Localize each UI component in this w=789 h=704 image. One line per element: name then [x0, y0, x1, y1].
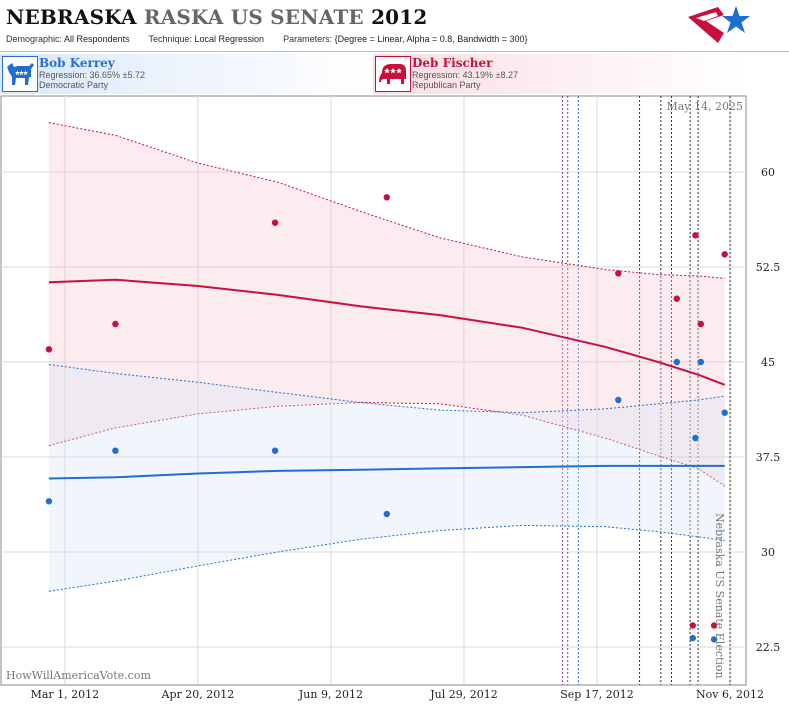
- watermark: HowWillAmericaVote.com: [6, 669, 151, 682]
- poll-points: [45, 194, 728, 643]
- lower-bound-line: [48, 401, 725, 487]
- poll-point: [697, 320, 704, 328]
- x-tick-label: Nov 6, 2012: [696, 688, 764, 701]
- x-tick-label: Mar 1, 2012: [31, 688, 100, 701]
- confidence-bands: [48, 122, 725, 592]
- regression-lines: [48, 278, 726, 480]
- poll-point: [673, 295, 680, 302]
- poll-point: [271, 447, 279, 454]
- title-state: NEBRASKA: [6, 5, 137, 29]
- demographic-value: All Respondents: [64, 34, 130, 44]
- candidate-party: Republican Party: [412, 80, 481, 90]
- poll-point: [673, 358, 680, 366]
- plot-frame: [0, 95, 747, 686]
- poll-point: [45, 498, 53, 505]
- site-logo[interactable]: [684, 3, 756, 49]
- elephant-icon: [375, 56, 411, 92]
- election-label: Nebraska US Senate Election: [713, 513, 726, 679]
- poll-point: [697, 358, 704, 366]
- logo-white-stripe: [696, 12, 718, 21]
- y-tick-label: 37.5: [756, 451, 781, 464]
- demographic-label: Demographic:: [6, 34, 63, 44]
- candidate-card-kerrey[interactable]: Bob Kerrey Regression: 36.65% ±5.72 Demo…: [0, 54, 370, 94]
- x-tick-label: Sep 17, 2012: [560, 688, 634, 701]
- poll-point: [615, 270, 622, 277]
- y-tick-label: 30: [761, 546, 775, 559]
- poll-point: [721, 409, 728, 416]
- parameters-label: Parameters:: [283, 34, 333, 44]
- poll-point: [689, 622, 696, 629]
- candidate-regression: Regression: 36.65% ±5.72: [39, 70, 146, 80]
- y-tick-label: 45: [761, 356, 775, 369]
- poll-point: [45, 346, 53, 353]
- candidate-regression: Regression: 43.19% ±8.27: [412, 70, 519, 80]
- poll-chart: 22.5 30 37.5 45 52.5 60 Mar 1, 2012 Apr 20, 20…: [0, 95, 781, 701]
- page-title: NEBRASKA RASKA US SENATE 2012: [6, 5, 428, 29]
- poll-point: [271, 219, 279, 226]
- parameters-line: Demographic: All Respondents Technique: …: [6, 34, 528, 44]
- technique-value: Local Regression: [194, 34, 265, 44]
- parameters-value: {Degree = Linear, Alpha = 0.8, Bandwidth…: [334, 34, 528, 44]
- regression-line: [48, 464, 725, 480]
- poll-point: [615, 396, 622, 404]
- technique-label: Technique:: [148, 34, 192, 44]
- upper-bound-line: [48, 364, 725, 414]
- grid: [1, 96, 746, 685]
- x-tick-label: Apr 20, 2012: [161, 688, 235, 701]
- poll-point: [710, 622, 718, 629]
- candidate-card-fischer[interactable]: Deb Fischer Regression: 43.19% ±8.27 Rep…: [373, 54, 743, 94]
- poll-point: [383, 510, 390, 518]
- title-year: 2012: [371, 5, 428, 29]
- poll-point: [710, 636, 718, 643]
- x-tick-label: Jul 29, 2012: [429, 688, 498, 701]
- header: NEBRASKA RASKA US SENATE 2012 Demographi…: [0, 0, 789, 52]
- y-axis-ticks: 22.5 30 37.5 45 52.5 60: [756, 166, 781, 654]
- y-tick-label: 22.5: [756, 641, 781, 654]
- candidate-party: Democratic Party: [39, 80, 109, 90]
- poll-point: [383, 194, 390, 201]
- poll-point: [721, 251, 728, 258]
- poll-point: [112, 320, 119, 328]
- regression-line: [48, 278, 726, 386]
- x-axis-ticks: Mar 1, 2012 Apr 20, 2012 Jun 9, 2012 Jul 29…: [31, 688, 764, 701]
- poll-point: [692, 232, 699, 239]
- y-tick-label: 60: [761, 166, 775, 179]
- candidate-name: Deb Fischer: [412, 56, 493, 70]
- star-icon: [722, 6, 750, 33]
- date-stamp: May 14, 2025: [666, 100, 743, 113]
- confidence-band: [48, 122, 725, 487]
- upper-bound-line: [48, 122, 725, 279]
- poll-point: [112, 447, 119, 454]
- confidence-band: [48, 364, 725, 592]
- poll-point: [689, 634, 696, 642]
- donkey-icon: [2, 56, 38, 92]
- y-tick-label: 52.5: [756, 261, 781, 274]
- logo-red-swoosh: [688, 7, 724, 43]
- title-race: RASKA US SENATE: [143, 5, 364, 29]
- poll-point: [692, 434, 699, 442]
- x-tick-label: Jun 9, 2012: [298, 688, 363, 701]
- candidate-name: Bob Kerrey: [39, 56, 115, 70]
